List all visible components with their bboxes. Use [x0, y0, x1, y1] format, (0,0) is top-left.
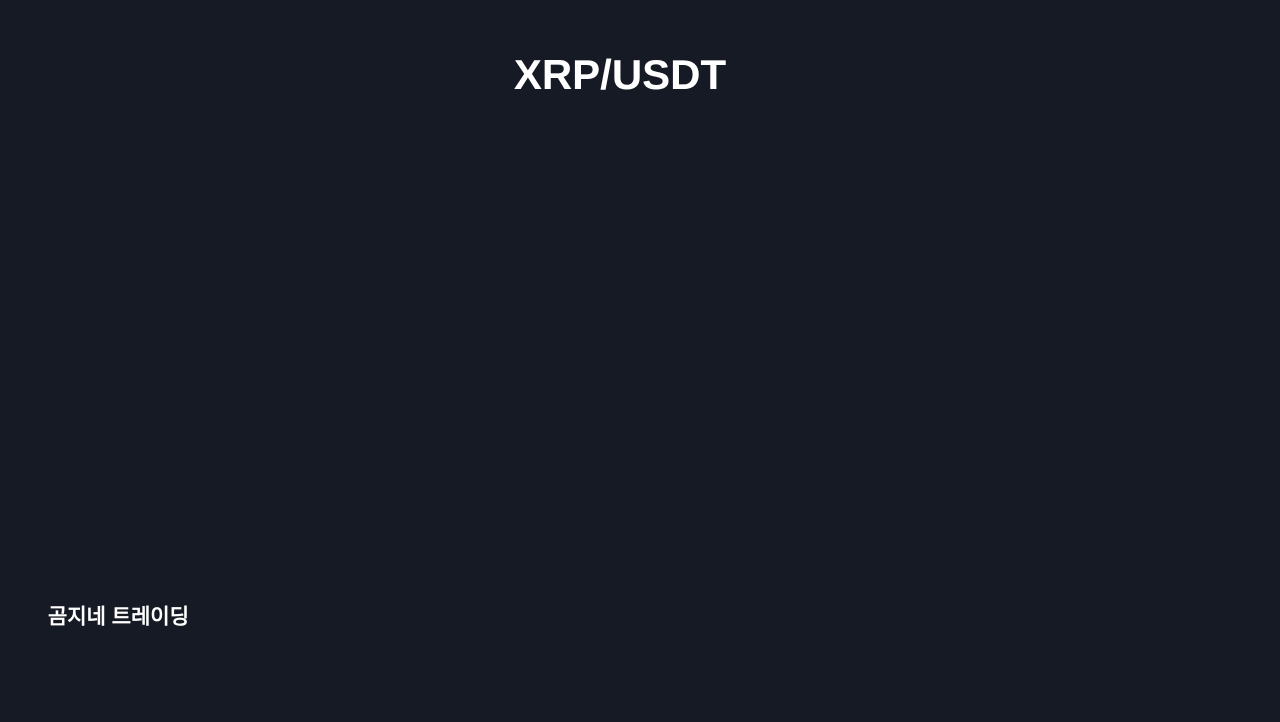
watermark: 곰지네 트레이딩 — [48, 606, 189, 629]
chart-title: XRP/USDT — [514, 51, 727, 98]
